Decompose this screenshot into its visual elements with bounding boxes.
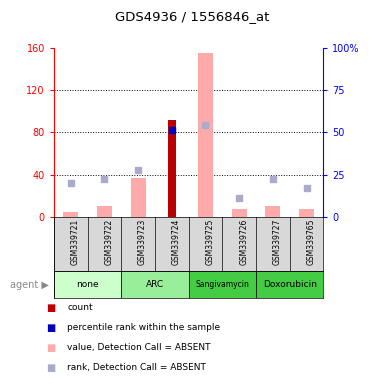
Text: ■: ■ — [46, 343, 55, 353]
Text: ARC: ARC — [146, 280, 164, 289]
Bar — [97, 207, 112, 217]
Bar — [54, 271, 121, 298]
Text: Sangivamycin: Sangivamycin — [196, 280, 249, 289]
Text: GSM339721: GSM339721 — [71, 218, 80, 265]
Text: percentile rank within the sample: percentile rank within the sample — [67, 323, 221, 333]
Bar — [63, 212, 78, 217]
Bar — [299, 209, 314, 217]
Text: GSM339726: GSM339726 — [239, 218, 248, 265]
Text: agent ▶: agent ▶ — [10, 280, 49, 290]
Bar — [256, 271, 323, 298]
Text: GSM339725: GSM339725 — [206, 218, 214, 265]
Bar — [131, 178, 146, 217]
Text: GDS4936 / 1556846_at: GDS4936 / 1556846_at — [116, 10, 270, 23]
Text: GSM339723: GSM339723 — [138, 218, 147, 265]
Text: ■: ■ — [46, 303, 55, 313]
Text: ■: ■ — [46, 363, 55, 373]
Text: value, Detection Call = ABSENT: value, Detection Call = ABSENT — [67, 343, 211, 353]
Text: GSM339722: GSM339722 — [104, 218, 114, 265]
Text: GSM339727: GSM339727 — [273, 218, 282, 265]
Text: Doxorubicin: Doxorubicin — [263, 280, 317, 289]
Text: count: count — [67, 303, 93, 313]
Text: rank, Detection Call = ABSENT: rank, Detection Call = ABSENT — [67, 363, 206, 372]
Text: GSM339765: GSM339765 — [306, 218, 316, 265]
Text: ■: ■ — [46, 323, 55, 333]
Bar — [198, 53, 213, 217]
Bar — [121, 271, 189, 298]
Text: GSM339724: GSM339724 — [172, 218, 181, 265]
Bar — [232, 209, 247, 217]
Bar — [189, 271, 256, 298]
Bar — [265, 207, 280, 217]
Text: none: none — [76, 280, 99, 289]
Bar — [167, 120, 176, 217]
